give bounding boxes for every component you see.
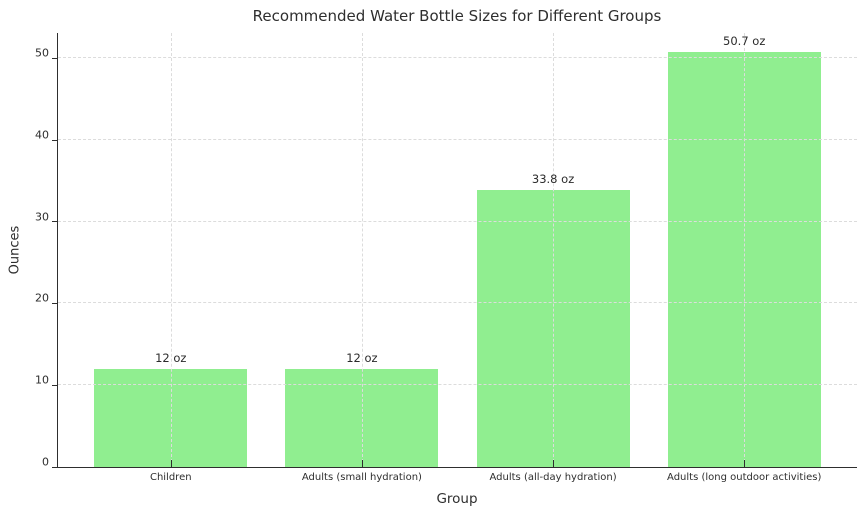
chart-title: Recommended Water Bottle Sizes for Diffe…	[252, 7, 662, 25]
x-axis-label: Group	[436, 491, 478, 507]
y-tick-mark	[52, 57, 58, 59]
y-tick-label: 0	[42, 455, 49, 469]
bar	[94, 368, 248, 467]
y-tick-label: 50	[35, 46, 49, 60]
bar-value-label: 33.8 oz	[531, 172, 575, 187]
x-tick-mark	[170, 460, 172, 467]
y-tick-mark	[52, 139, 58, 141]
y-tick-label: 10	[35, 373, 49, 387]
y-tick-mark	[52, 221, 58, 223]
x-tick-label: Adults (small hydration)	[301, 472, 422, 483]
x-tick-mark	[744, 460, 746, 467]
bar-value-label: 50.7 oz	[723, 34, 766, 49]
y-tick-mark	[52, 384, 58, 386]
x-tick-label: Children	[149, 472, 192, 483]
y-tick-mark	[52, 303, 58, 305]
bar-value-label: 12 oz	[346, 350, 378, 365]
bar	[285, 368, 439, 467]
y-axis-label: Ounces	[7, 225, 23, 275]
y-tick-label: 20	[35, 291, 49, 305]
plot-area: 0 10 20 30 40 50 12 oz Children 12 oz Adults (sma…	[35, 33, 857, 483]
x-tick-label: Adults (all-day hydration)	[489, 472, 617, 483]
bar-value-label: 12 oz	[155, 350, 187, 365]
x-tick-mark	[361, 460, 363, 467]
y-tick-mark	[52, 466, 58, 468]
x-tick-mark	[553, 460, 555, 467]
bar	[667, 52, 821, 467]
y-tick-label: 30	[35, 210, 49, 224]
y-tick-label: 40	[35, 128, 49, 142]
x-tick-label: Adults (long outdoor activities)	[667, 472, 822, 483]
bar	[476, 190, 630, 467]
